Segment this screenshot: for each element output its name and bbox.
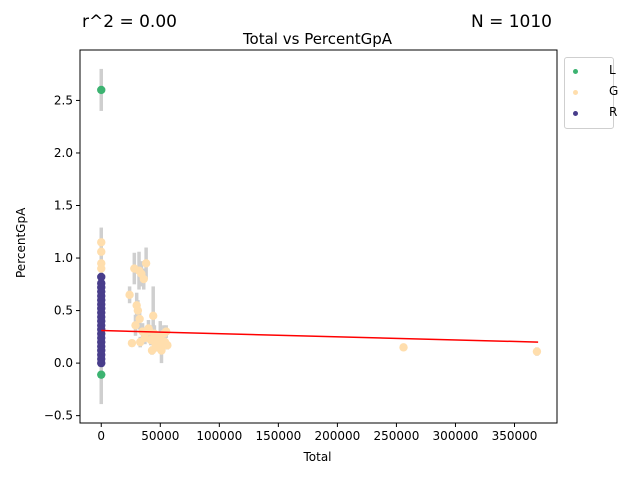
y-tick-label: 2.5 [54, 93, 73, 107]
data-point-g [97, 238, 106, 247]
x-axis-label: Total [303, 450, 332, 464]
data-point-g [141, 259, 151, 268]
data-point-g [157, 346, 166, 355]
y-tick-label: 1.0 [54, 251, 73, 265]
x-tick-label: 0 [97, 429, 105, 443]
y-tick-label: 1.5 [54, 199, 73, 213]
legend-item-g: G [565, 82, 618, 102]
x-tick-label: 100000 [196, 429, 242, 443]
legend-item-l: L [565, 61, 616, 81]
data-point-l [97, 370, 106, 379]
data-point-g [125, 290, 134, 300]
legend-item-r: R [565, 103, 617, 123]
data-point-g [97, 247, 106, 256]
data-point-g [127, 338, 137, 348]
legend-marker-l [573, 69, 578, 74]
x-tick-label: 50000 [141, 429, 179, 443]
y-tick-label: 0.5 [54, 304, 73, 318]
data-point-r [97, 272, 106, 282]
x-tick-label: 350000 [492, 429, 538, 443]
legend-marker-r [573, 111, 578, 116]
x-tick-label: 200000 [314, 429, 360, 443]
data-point-g [532, 347, 542, 356]
x-tick-label: 150000 [255, 429, 301, 443]
y-tick-label: 2.0 [54, 146, 73, 160]
legend-label-r: R [609, 105, 618, 119]
legend-label-g: G [609, 84, 619, 98]
data-point-g [97, 264, 106, 273]
data-point-g [131, 321, 140, 330]
y-tick-label: 0.0 [54, 356, 73, 370]
sample-count-annotation: N = 1010 [470, 12, 552, 32]
y-axis-label: PercentGpA [14, 207, 28, 278]
data-point-g [139, 274, 148, 284]
regression-line [101, 329, 539, 343]
data-point-g [163, 341, 172, 350]
legend-label-l: L [609, 63, 616, 77]
data-point-g [399, 343, 408, 352]
legend-marker-g [573, 90, 578, 95]
data-point-g [135, 314, 144, 324]
data-point-g [149, 311, 158, 321]
legend: L G R [564, 57, 618, 129]
data-point-r [97, 358, 106, 368]
r-squared-annotation: r^2 = 0.00 [82, 12, 177, 32]
x-tick-label: 300000 [433, 429, 479, 443]
data-point-l [97, 85, 106, 95]
x-tick-label: 250000 [374, 429, 420, 443]
chart-title: Total vs PercentGpA [242, 30, 393, 48]
y-tick-label: −0.5 [44, 409, 73, 423]
plot-frame [79, 49, 558, 424]
data-point-g [133, 306, 143, 315]
